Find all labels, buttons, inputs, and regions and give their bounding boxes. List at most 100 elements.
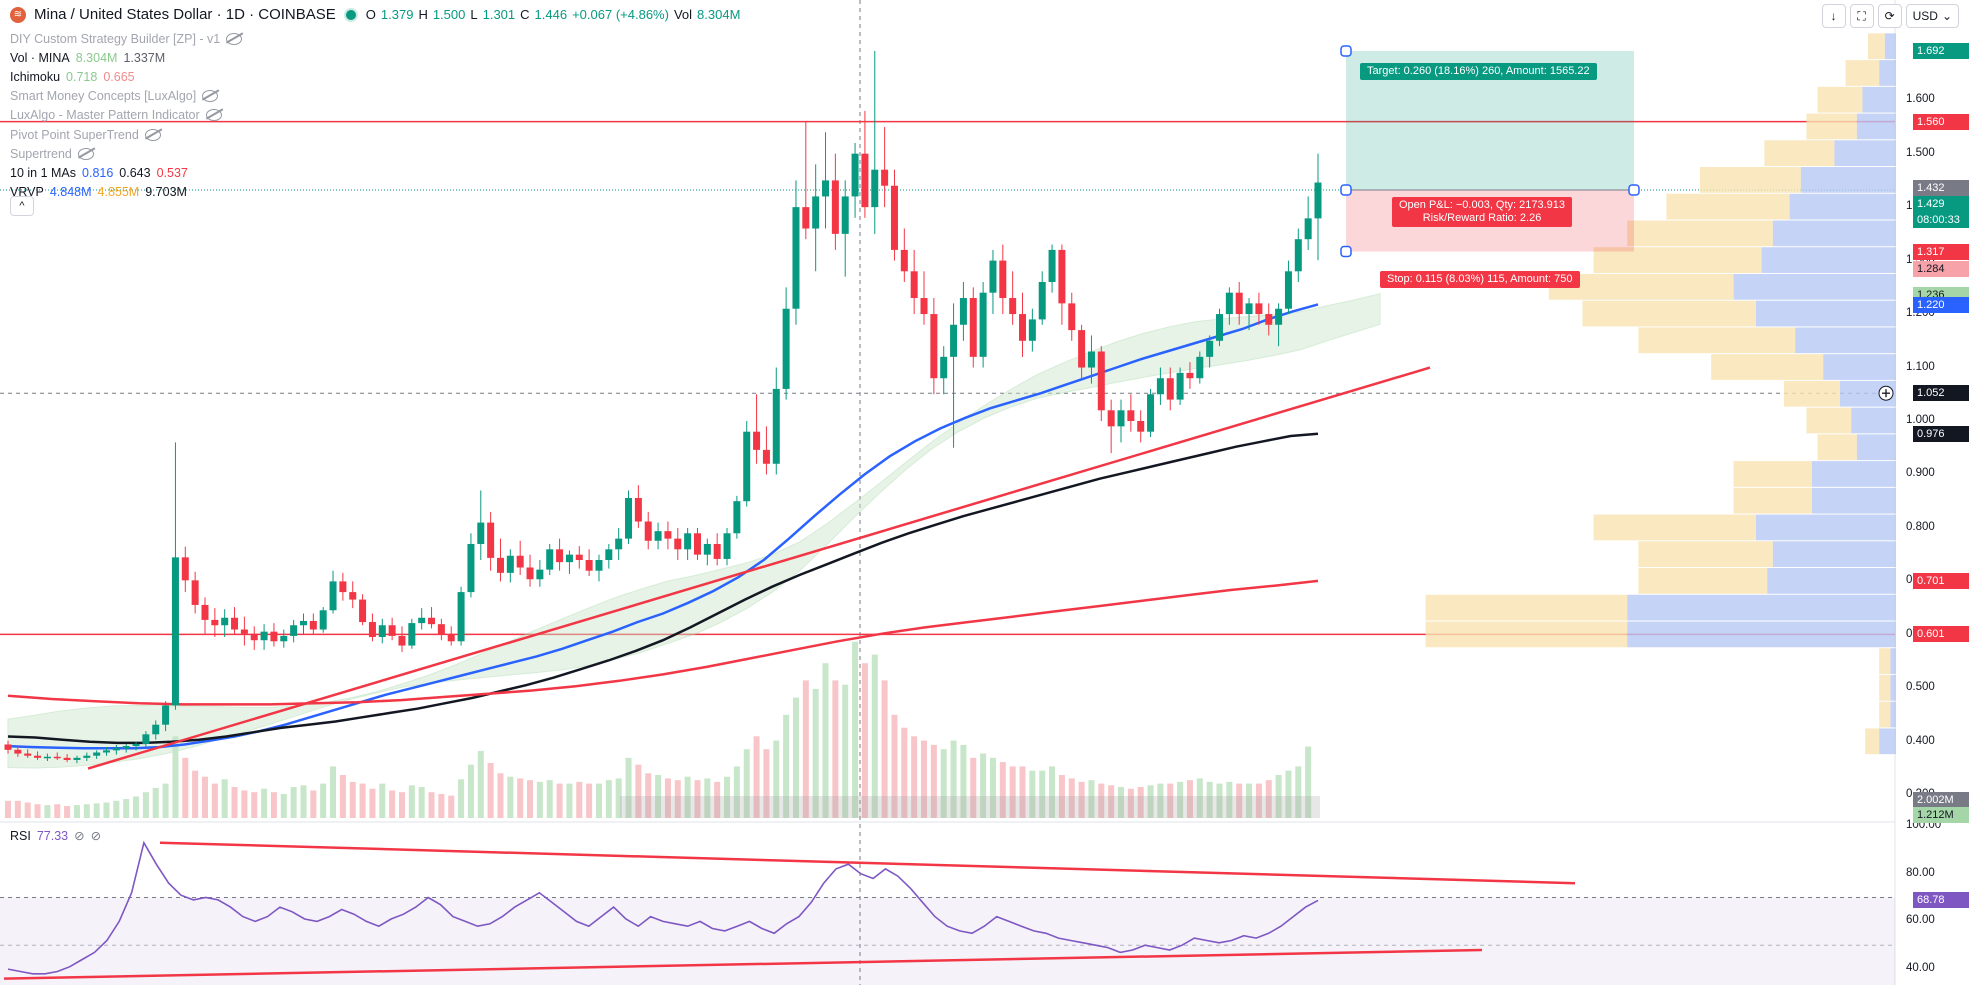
volume-profile-buy-bar [1733, 461, 1812, 487]
collapse-legend-button[interactable]: ^ [10, 196, 34, 216]
legend-10in1-mas[interactable]: 10 in 1 MAs 0.816 0.643 0.537 [10, 166, 188, 180]
stop-label[interactable]: Stop: 0.115 (8.03%) 115, Amount: 750 [1380, 271, 1580, 288]
top-right-toolbar: ↓ ⛶ ⟳ USD ⌄ [1821, 4, 1959, 28]
volume-profile-buy-bar [1593, 514, 1756, 541]
volume-bar [142, 792, 149, 818]
candle-body [1048, 249, 1056, 282]
hidden-eye-icon[interactable] [144, 129, 161, 141]
rsi-settings-icon[interactable]: ⊘ [74, 829, 85, 843]
candle-body [1107, 410, 1115, 427]
volume-bar [1118, 787, 1125, 818]
candle-body [1156, 378, 1164, 395]
candle-body [762, 449, 770, 464]
volume-profile-sell-bar [1627, 594, 1896, 621]
legend-ichimoku[interactable]: Ichimoku 0.718 0.665 [10, 70, 135, 84]
candle-body [979, 292, 987, 357]
legend-volume[interactable]: Vol · MINA 8.304M 1.337M [10, 51, 166, 65]
volume-bar [1108, 785, 1115, 818]
legend-supertrend[interactable]: Supertrend [10, 146, 94, 162]
candle-body [1019, 314, 1027, 341]
hidden-eye-icon[interactable] [205, 109, 222, 121]
candle-body [231, 617, 239, 630]
volume-profile-buy-bar [1582, 300, 1756, 327]
volume-bar [684, 776, 691, 818]
candle-body [211, 619, 219, 626]
volume-bar [389, 790, 396, 818]
volume-bar [1019, 766, 1026, 818]
volume-bar [507, 776, 514, 818]
volume-profile-sell-bar [1834, 140, 1896, 167]
candle-body [1117, 410, 1125, 427]
volume-bar [674, 780, 681, 818]
legend-pivot-supertrend[interactable]: Pivot Point SuperTrend [10, 127, 161, 143]
candle-body [674, 538, 682, 550]
volume-bar [566, 783, 573, 818]
volume-profile-sell-bar [1772, 220, 1896, 247]
volume-bar [1275, 775, 1282, 818]
currency-select[interactable]: USD ⌄ [1905, 4, 1959, 28]
volume-bar [635, 764, 642, 818]
volume-bar [1009, 766, 1016, 818]
legend-vrvp[interactable]: VRVP 4.848M 4.855M 9.703M [10, 185, 187, 199]
volume-bar [290, 787, 297, 818]
volume-bar [655, 775, 662, 818]
volume-bar [320, 783, 327, 818]
candle-body [1294, 239, 1302, 272]
candle-body [881, 169, 889, 186]
candle-body [260, 631, 268, 641]
legend-rsi[interactable]: RSI 77.33 ⊘ ⊘ [10, 829, 102, 843]
candle-body [1304, 218, 1312, 240]
volume-profile-buy-bar [1868, 33, 1885, 60]
legend-luxalgo[interactable]: LuxAlgo - Master Pattern Indicator [10, 107, 222, 123]
volume-profile-sell-bar [1627, 621, 1896, 648]
candle-body [14, 749, 22, 754]
candle-body [812, 196, 820, 229]
legend-smart-money[interactable]: Smart Money Concepts [LuxAlgo] [10, 88, 219, 104]
candle-body [201, 604, 209, 620]
open-pnl-label[interactable]: Open P&L: −0.003, Qty: 2173.913 Risk/Rewa… [1392, 197, 1573, 227]
volume-bar [615, 778, 622, 818]
volume-bar [852, 641, 859, 818]
hidden-eye-icon[interactable] [226, 33, 243, 45]
candle-body [625, 497, 633, 539]
candle-body [142, 734, 150, 744]
volume-bar [921, 740, 928, 818]
symbol-title[interactable]: Mina / United States Dollar · 1D · COINB… [34, 6, 336, 23]
volume-bar [989, 757, 996, 818]
volume-bar [930, 744, 937, 818]
scroll-down-button[interactable]: ↓ [1821, 4, 1846, 28]
refresh-button[interactable]: ⟳ [1877, 4, 1902, 28]
volume-bar [458, 779, 465, 818]
price-tick: 1.100 [1906, 360, 1935, 373]
candle-body [1245, 303, 1253, 315]
drag-handle [1340, 184, 1352, 196]
candle-body [63, 757, 71, 760]
volume-bar [231, 787, 238, 818]
hidden-eye-icon[interactable] [77, 148, 94, 160]
volume-bar [113, 800, 120, 818]
price-tick: 0.800 [1906, 520, 1935, 533]
candle-body [1097, 351, 1105, 411]
volume-profile-sell-bar [1733, 273, 1896, 300]
candle-body [1314, 182, 1322, 219]
volume-bar [54, 804, 61, 818]
candle-body [487, 522, 495, 558]
candle-body [556, 549, 564, 563]
hidden-eye-icon[interactable] [202, 90, 219, 102]
volume-profile-buy-bar [1879, 648, 1891, 674]
candle-body [1176, 372, 1184, 400]
volume-bar [182, 757, 189, 818]
volume-profile-buy-bar [1806, 113, 1857, 140]
legend-diy-strategy[interactable]: DIY Custom Strategy Builder [ZP] - v1 [10, 31, 243, 47]
volume-profile-sell-bar [1800, 167, 1896, 193]
candle-body [1147, 394, 1155, 432]
volume-bar [73, 805, 80, 818]
rsi-more-icon[interactable]: ⊘ [90, 829, 102, 843]
volume-bar [300, 785, 307, 818]
candle-body [93, 752, 101, 756]
target-label[interactable]: Target: 0.260 (18.16%) 260, Amount: 1565… [1360, 63, 1597, 80]
fullscreen-button[interactable]: ⛶ [1849, 4, 1874, 28]
candle-body [585, 560, 593, 571]
volume-bar [487, 762, 494, 818]
